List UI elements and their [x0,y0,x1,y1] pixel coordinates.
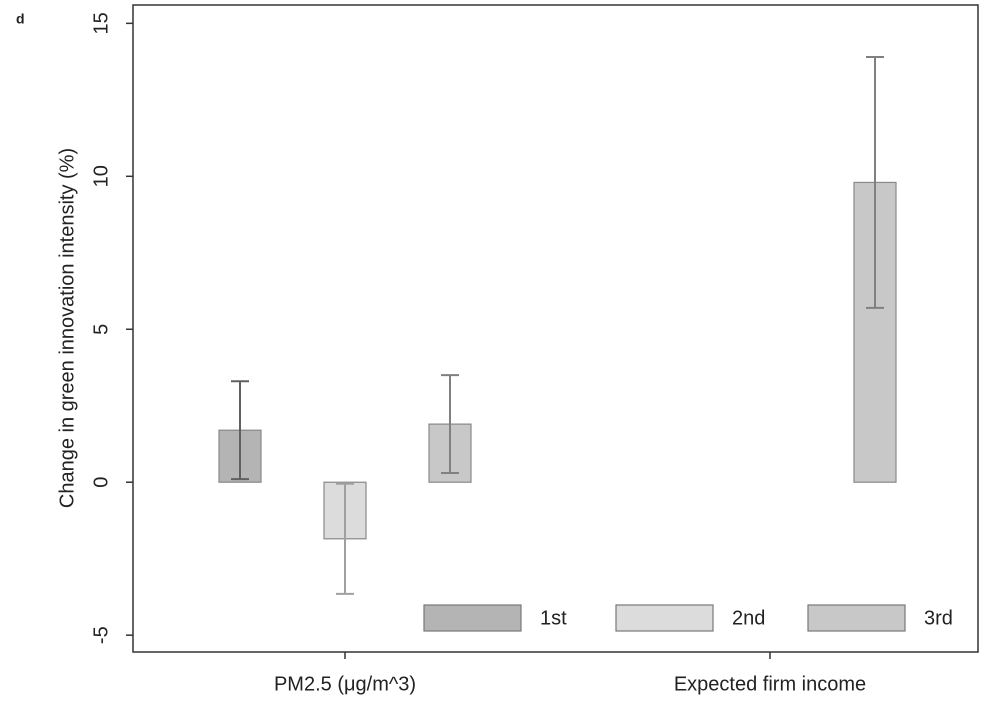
legend-swatch [423,604,522,632]
y-tick-label: 15 [90,12,112,34]
x-tick-label: PM2.5 (μg/m^3) [274,673,416,695]
plot-frame [132,4,979,653]
panel-label: d [16,11,25,27]
legend-swatch [615,604,714,632]
legend-swatch [807,604,906,632]
y-tick-label: 5 [90,324,112,335]
y-tick-label: -5 [90,626,112,644]
y-axis-label: Change in green innovation intensity (%) [56,148,78,508]
legend-label: 1st [540,607,567,629]
y-tick-label: 10 [90,165,112,187]
x-tick-label: Expected firm income [674,673,866,695]
legend-label: 3rd [924,607,953,629]
y-tick-label: 0 [90,477,112,488]
legend-label: 2nd [732,607,765,629]
